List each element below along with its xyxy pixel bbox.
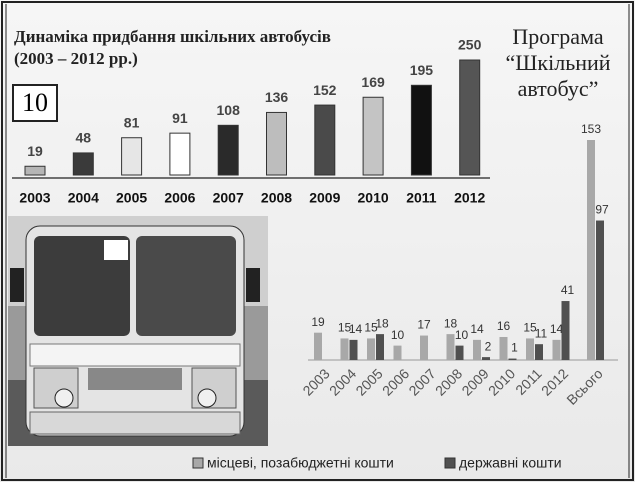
x-tick-label: 2012	[454, 190, 485, 206]
x-tick-label: 2006	[379, 365, 412, 398]
chart-title: Програма “Шкільний автобус”	[488, 24, 628, 102]
data-label: 108	[217, 102, 241, 118]
x-tick-label: 2004	[326, 365, 359, 398]
bar	[350, 340, 358, 360]
data-label: 14	[470, 322, 484, 336]
data-label: 10	[391, 328, 405, 342]
x-tick-label: 2010	[485, 365, 518, 398]
x-tick-label: 2003	[299, 365, 332, 398]
data-label: 169	[361, 74, 385, 90]
data-label: 91	[172, 110, 188, 126]
bar	[456, 346, 464, 360]
x-tick-label: 2011	[512, 365, 545, 398]
bar	[394, 346, 402, 360]
x-tick-label: 2007	[405, 365, 438, 398]
legend-label: державні кошти	[459, 455, 562, 471]
x-tick-label: 2007	[213, 190, 244, 206]
bar	[315, 105, 335, 175]
x-tick-label: 2008	[261, 190, 292, 206]
data-label: 2	[485, 339, 492, 353]
bus-photo	[8, 216, 268, 446]
bar	[341, 338, 349, 360]
x-tick-label: 2009	[309, 190, 340, 206]
bar	[509, 359, 517, 360]
x-tick-label: 2009	[458, 365, 491, 398]
bar	[447, 334, 455, 360]
bar	[25, 166, 45, 175]
bar	[526, 338, 534, 360]
data-label: 81	[124, 114, 140, 130]
data-label: 14	[550, 322, 564, 336]
data-label: 10	[455, 328, 469, 342]
bar	[482, 357, 490, 360]
bar	[473, 340, 481, 360]
data-label: 153	[581, 122, 601, 136]
legend-swatch	[193, 458, 203, 468]
bar	[363, 97, 383, 175]
x-tick-label: 2005	[116, 190, 147, 206]
bar	[367, 338, 375, 360]
x-tick-label: 2006	[164, 190, 195, 206]
bar	[553, 340, 561, 360]
data-label: 18	[375, 316, 389, 330]
bar	[376, 334, 384, 360]
bar	[73, 153, 93, 175]
bar	[460, 60, 480, 175]
data-label: 41	[561, 283, 575, 297]
data-label: 19	[27, 143, 43, 159]
slide-number: 10	[12, 84, 58, 122]
data-label: 14	[349, 322, 363, 336]
bar	[535, 344, 543, 360]
x-tick-label: Всього	[563, 365, 606, 408]
data-label: 1	[511, 341, 518, 355]
legend-swatch	[445, 458, 455, 468]
bar	[596, 221, 604, 360]
x-tick-label: 2008	[432, 365, 465, 398]
data-label: 152	[313, 82, 337, 98]
x-tick-label: 2003	[19, 190, 50, 206]
data-label: 16	[497, 319, 511, 333]
bar	[411, 85, 431, 175]
x-tick-label: 2004	[68, 190, 99, 206]
data-label: 11	[535, 326, 548, 340]
x-tick-label: 2011	[406, 190, 437, 206]
data-label: 97	[595, 203, 609, 217]
bar	[218, 125, 238, 175]
data-label: 48	[76, 130, 92, 146]
bar	[500, 337, 508, 360]
bar	[267, 112, 287, 175]
bar	[420, 336, 428, 360]
data-label: 250	[458, 37, 482, 53]
data-label: 195	[410, 62, 434, 78]
data-label: 136	[265, 89, 289, 105]
chart-title: Динаміка придбання шкільних автобусів (2…	[14, 26, 344, 70]
slide: 19 2003 48 2004 81 2005 91 2006 108 2007 136 2008 15…	[0, 0, 635, 482]
legend-label: місцеві, позабюджетні кошти	[207, 455, 394, 471]
x-tick-label: 2005	[352, 365, 385, 398]
data-label: 19	[311, 315, 325, 329]
bar	[122, 138, 142, 175]
bar	[314, 333, 322, 360]
bar	[587, 140, 595, 360]
x-tick-label: 2010	[358, 190, 389, 206]
bar	[170, 133, 190, 175]
data-label: 17	[417, 318, 431, 332]
bar	[562, 301, 570, 360]
